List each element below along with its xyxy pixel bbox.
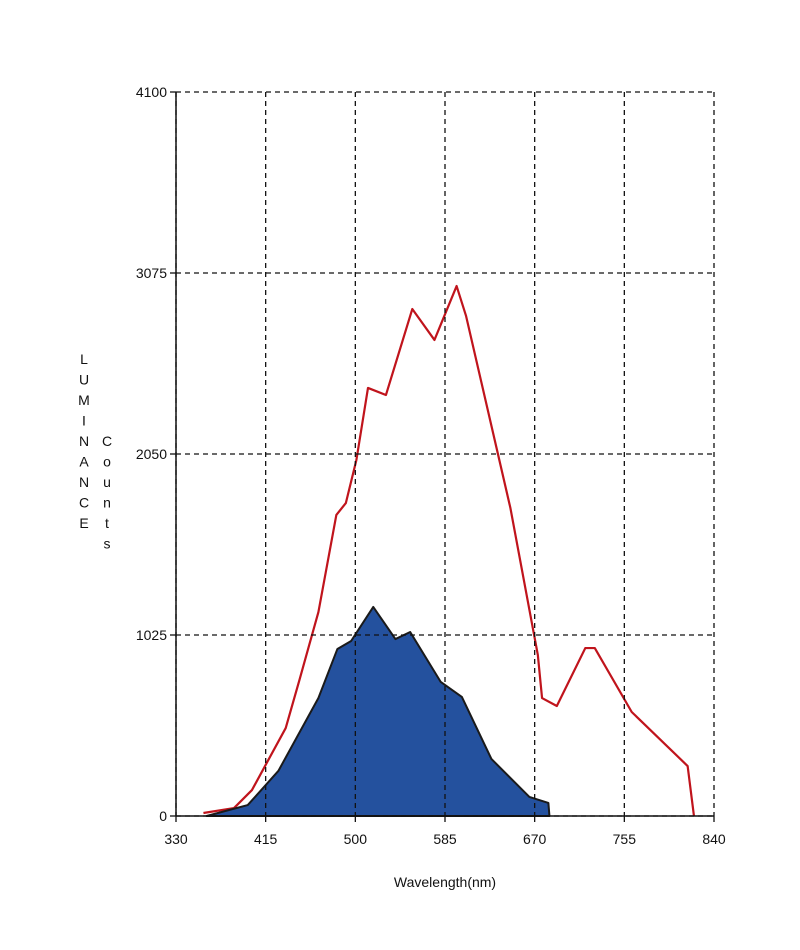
y-tick-label: 4100 xyxy=(136,84,167,100)
x-tick-label: 500 xyxy=(344,831,368,847)
y-tick-label: 2050 xyxy=(136,446,167,462)
y-tick-label: 0 xyxy=(159,808,167,824)
line xyxy=(203,284,696,817)
y-tick-label: 3075 xyxy=(136,265,167,281)
y-tick-label: 1025 xyxy=(136,627,167,643)
area xyxy=(205,605,551,817)
x-tick-label: 840 xyxy=(702,831,726,847)
x-tick-label: 415 xyxy=(254,831,278,847)
x-tick-label: 755 xyxy=(613,831,637,847)
x-axis-label: Wavelength(nm) xyxy=(394,874,496,890)
x-tick-label: 585 xyxy=(433,831,457,847)
x-tick-label: 670 xyxy=(523,831,547,847)
x-tick-label: 330 xyxy=(164,831,188,847)
